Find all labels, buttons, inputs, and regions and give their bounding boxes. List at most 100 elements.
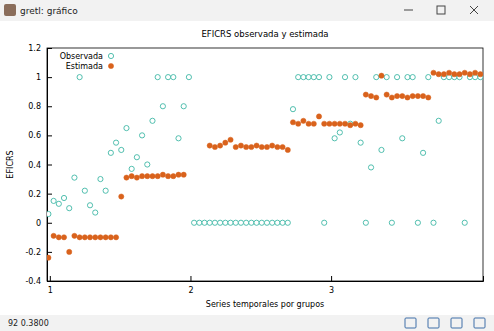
estimated-point — [473, 70, 478, 75]
y-tick: 0 — [36, 219, 52, 228]
observed-point — [108, 150, 113, 155]
y-tick-mark — [47, 194, 52, 195]
observed-point — [431, 220, 436, 225]
observed-point — [405, 75, 410, 80]
observed-point — [61, 195, 66, 200]
observed-point — [176, 136, 181, 141]
toolbar-icon-2[interactable] — [451, 318, 462, 328]
estimated-point — [332, 121, 337, 126]
observed-point — [436, 118, 441, 123]
observed-point — [150, 118, 155, 123]
estimated-point — [322, 121, 327, 126]
estimated-point — [181, 172, 186, 177]
y-tick-label: 1.2 — [28, 44, 41, 53]
y-tick-label: 0.6 — [28, 131, 41, 140]
observed-point — [280, 220, 285, 225]
observed-point — [233, 220, 238, 225]
estimated-point — [93, 235, 98, 240]
observed-point — [311, 75, 316, 80]
estimated-point — [244, 144, 249, 149]
observed-point — [290, 107, 295, 112]
observed-point — [363, 220, 368, 225]
estimated-point — [311, 121, 316, 126]
status-bar — [0, 315, 494, 331]
window-title: gretl: gráfico — [20, 6, 78, 16]
toolbar-icon-1[interactable] — [428, 318, 439, 328]
legend-marker — [108, 53, 113, 58]
observed-point — [145, 162, 150, 167]
observed-point — [202, 220, 207, 225]
observed-point — [155, 75, 160, 80]
observed-point — [296, 75, 301, 80]
estimated-point — [389, 95, 394, 100]
observed-point — [98, 176, 103, 181]
observed-point — [165, 75, 170, 80]
observed-point — [358, 140, 363, 145]
estimated-point — [51, 233, 56, 238]
estimated-point — [306, 121, 311, 126]
estimated-point — [368, 93, 373, 98]
observed-point — [119, 147, 124, 152]
estimated-point — [82, 235, 87, 240]
y-tick-mark — [47, 165, 52, 166]
observed-point — [218, 220, 223, 225]
estimated-point — [129, 174, 134, 179]
estimated-point — [342, 121, 347, 126]
y-tick: 0.2 — [28, 190, 52, 199]
observed-point — [374, 75, 379, 80]
y-tick: 1 — [36, 73, 52, 82]
x-tick-label: 1 — [48, 286, 53, 295]
observed-point — [462, 220, 467, 225]
maximize-button[interactable] — [437, 6, 445, 14]
estimated-point — [47, 255, 51, 260]
minimize-button[interactable] — [404, 10, 413, 11]
observed-point — [426, 75, 431, 80]
toolbar-icon-0[interactable] — [405, 318, 416, 328]
observed-point — [389, 220, 394, 225]
series-0 — [47, 75, 483, 226]
estimated-point — [327, 121, 332, 126]
observed-point — [103, 188, 108, 193]
observed-point — [332, 136, 337, 141]
estimated-point — [207, 143, 212, 148]
observed-point — [264, 220, 269, 225]
close-button[interactable] — [470, 6, 478, 14]
estimated-point — [436, 72, 441, 77]
estimated-point — [171, 174, 176, 179]
y-tick: 0.8 — [28, 102, 52, 111]
y-tick-mark — [47, 48, 52, 49]
y-tick-mark — [47, 223, 52, 224]
estimated-point — [165, 174, 170, 179]
estimated-point — [457, 72, 462, 77]
x-axis-title: Series temporales por grupos — [206, 300, 324, 309]
estimated-point — [374, 95, 379, 100]
y-tick-mark — [47, 135, 52, 136]
observed-point — [56, 201, 61, 206]
estimated-point — [212, 144, 217, 149]
estimated-point — [467, 72, 472, 77]
observed-point — [181, 104, 186, 109]
x-tick-label: 3 — [329, 286, 334, 295]
observed-point — [275, 220, 280, 225]
observed-point — [400, 136, 405, 141]
toolbar-icon-3[interactable] — [474, 318, 485, 328]
estimated-point — [77, 235, 82, 240]
observed-point — [93, 210, 98, 215]
observed-point — [87, 203, 92, 208]
x-axis-line — [48, 276, 484, 282]
observed-point — [223, 220, 228, 225]
y-tick-label: 0.8 — [28, 102, 41, 111]
observed-point — [353, 75, 358, 80]
observed-point — [342, 75, 347, 80]
estimated-point — [259, 144, 264, 149]
y-tick-label: 0.4 — [28, 161, 41, 170]
observed-point — [316, 75, 321, 80]
estimated-point — [134, 175, 139, 180]
estimated-point — [447, 70, 452, 75]
observed-point — [207, 220, 212, 225]
observed-point — [139, 133, 144, 138]
estimated-point — [394, 93, 399, 98]
estimated-point — [145, 174, 150, 179]
estimated-point — [410, 93, 415, 98]
observed-point — [192, 220, 197, 225]
